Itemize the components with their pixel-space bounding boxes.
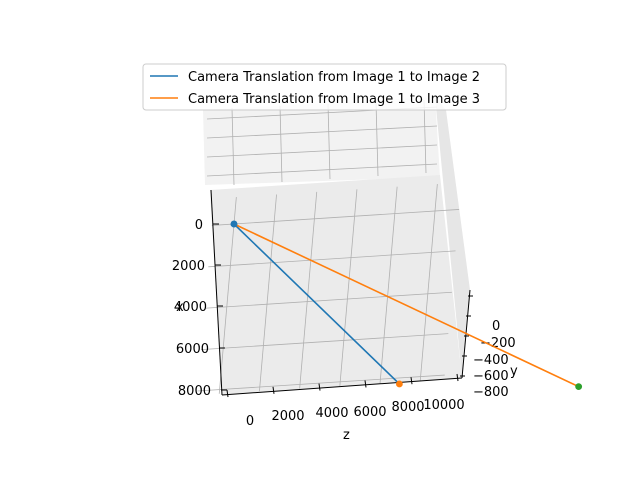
grid-line-z — [218, 197, 237, 394]
series-end-point-1 — [395, 380, 403, 388]
x-axis-label: x — [176, 300, 184, 315]
x-tick-label: 0 — [195, 218, 203, 233]
z-tick — [410, 377, 413, 385]
x-tick-label: 2000 — [172, 259, 205, 274]
grid-line-z — [299, 191, 318, 389]
grid-line-back-vertical — [279, 105, 283, 183]
z-tick-label: 6000 — [353, 405, 386, 420]
grid-line-back — [206, 144, 438, 158]
pane-floor — [210, 175, 462, 395]
grid-line-x — [204, 291, 452, 309]
y-tick-label: −600 — [473, 369, 509, 384]
series-start-point-2 — [230, 220, 238, 228]
grid-line-back — [206, 125, 438, 139]
grid-line-z — [379, 186, 398, 384]
series-lines — [230, 220, 583, 391]
legend: Camera Translation from Image 1 to Image… — [142, 63, 507, 111]
y-tick-label: 0 — [492, 319, 500, 334]
z-tick — [226, 389, 229, 398]
grid-line-z — [419, 184, 438, 381]
legend-label-series-2: Camera Translation from Image 1 to Image… — [188, 92, 480, 107]
grid-line-x — [197, 374, 445, 392]
pane-back — [203, 97, 440, 185]
z-tick-label: 8000 — [391, 400, 424, 415]
z-tick — [318, 383, 321, 391]
z-tick-label: 4000 — [315, 406, 348, 421]
grid-line-x — [211, 209, 460, 226]
x-tick-label: 8000 — [178, 384, 211, 399]
grid-line-z — [339, 189, 358, 386]
z-tick — [456, 373, 459, 382]
grid-line-z — [259, 194, 277, 392]
z-tick-label: 10000 — [423, 398, 464, 413]
grid-line-back-vertical — [375, 101, 379, 177]
z-tick — [272, 386, 275, 394]
y-tick-label: −800 — [473, 385, 509, 400]
grid-line-back-vertical — [231, 107, 235, 186]
y-tick-label: −400 — [473, 353, 509, 368]
grid-line-back — [206, 163, 438, 177]
series-line-1 — [233, 223, 400, 385]
z-axis-label: z — [343, 428, 350, 443]
grid-line-x — [201, 333, 449, 351]
legend-frame — [142, 63, 507, 111]
x-tick-label: 4000 — [174, 300, 207, 315]
legend-label-series-1: Camera Translation from Image 1 to Image… — [188, 70, 480, 85]
grid-line-back-vertical — [423, 99, 427, 174]
y-axis-label: y — [510, 364, 518, 379]
grid-lines — [197, 99, 460, 394]
grid-line-x — [208, 250, 456, 268]
z-tick-label: 0 — [246, 414, 254, 429]
grid-line-back-vertical — [327, 103, 331, 180]
z-tick — [364, 380, 367, 388]
x-axis-line — [210, 189, 223, 396]
axes — [210, 189, 473, 398]
y-tick-label: −200 — [480, 336, 516, 351]
pane-side — [435, 97, 470, 378]
z-axis-line — [221, 377, 463, 396]
z-tick-label: 2000 — [271, 409, 304, 424]
x-tick-label: 6000 — [176, 342, 209, 357]
series-line-2 — [233, 223, 579, 388]
series-end-point-2 — [575, 383, 583, 391]
